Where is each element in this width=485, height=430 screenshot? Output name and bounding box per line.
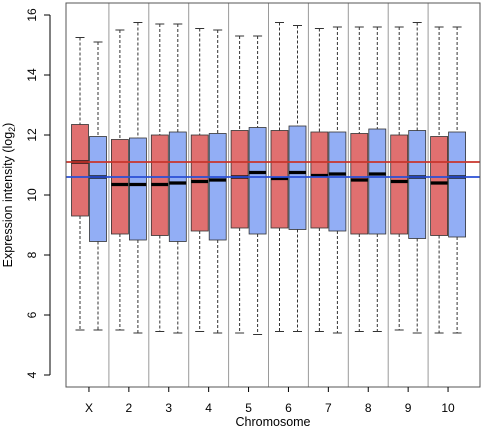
box-blue-X [89,136,107,242]
box-red-X [71,124,89,217]
box-blue-4 [208,133,227,241]
y-axis-title-close: ) [1,123,15,127]
y-tick-label: 8 [25,251,39,258]
whiskers [75,22,462,335]
category-separators [108,3,429,387]
box-blue-7 [328,131,347,232]
x-tick-label: 3 [165,401,172,415]
y-tick-label: 14 [25,68,39,82]
x-axis: X 2 3 4 5 6 7 8 9 10 [85,387,455,415]
y-tick-label: 10 [25,188,39,202]
reference-lines [66,161,480,178]
y-tick-label: 4 [25,371,39,378]
box-blue-5 [248,127,267,235]
x-tick-label: 7 [325,401,332,415]
y-axis-title-subscript: 2 [7,127,17,132]
x-tick-label: 9 [405,401,412,415]
y-axis-title-main: Expression intensity (log [1,132,15,268]
x-tick-label: 2 [126,401,133,415]
x-axis-title: Chromosome [235,415,310,429]
y-axis: 4 6 8 10 12 14 16 [25,8,51,378]
x-tick-label: 10 [441,401,455,415]
x-tick-label: 4 [205,401,212,415]
x-tick-label: 8 [365,401,372,415]
box-blue-2 [128,137,147,241]
box-red-9 [390,134,409,235]
y-tick-label: 16 [25,8,39,22]
y-axis-title: Expression intensity (log2) [1,123,17,268]
boxes [71,124,467,242]
box-blue-8 [368,128,387,235]
x-tick-label: 5 [245,401,252,415]
box-red-2 [111,139,129,235]
plot-frame [65,2,481,388]
box-blue-10 [448,131,467,238]
box-red-5 [230,130,249,229]
box-blue-3 [168,131,187,242]
box-red-8 [350,133,369,235]
x-tick-label: X [85,401,93,415]
y-tick-label: 6 [25,311,39,318]
x-tick-label: 6 [285,401,292,415]
box-blue-9 [408,130,427,239]
box-red-10 [430,136,449,236]
box-red-7 [310,131,329,229]
y-tick-label: 12 [25,128,39,142]
